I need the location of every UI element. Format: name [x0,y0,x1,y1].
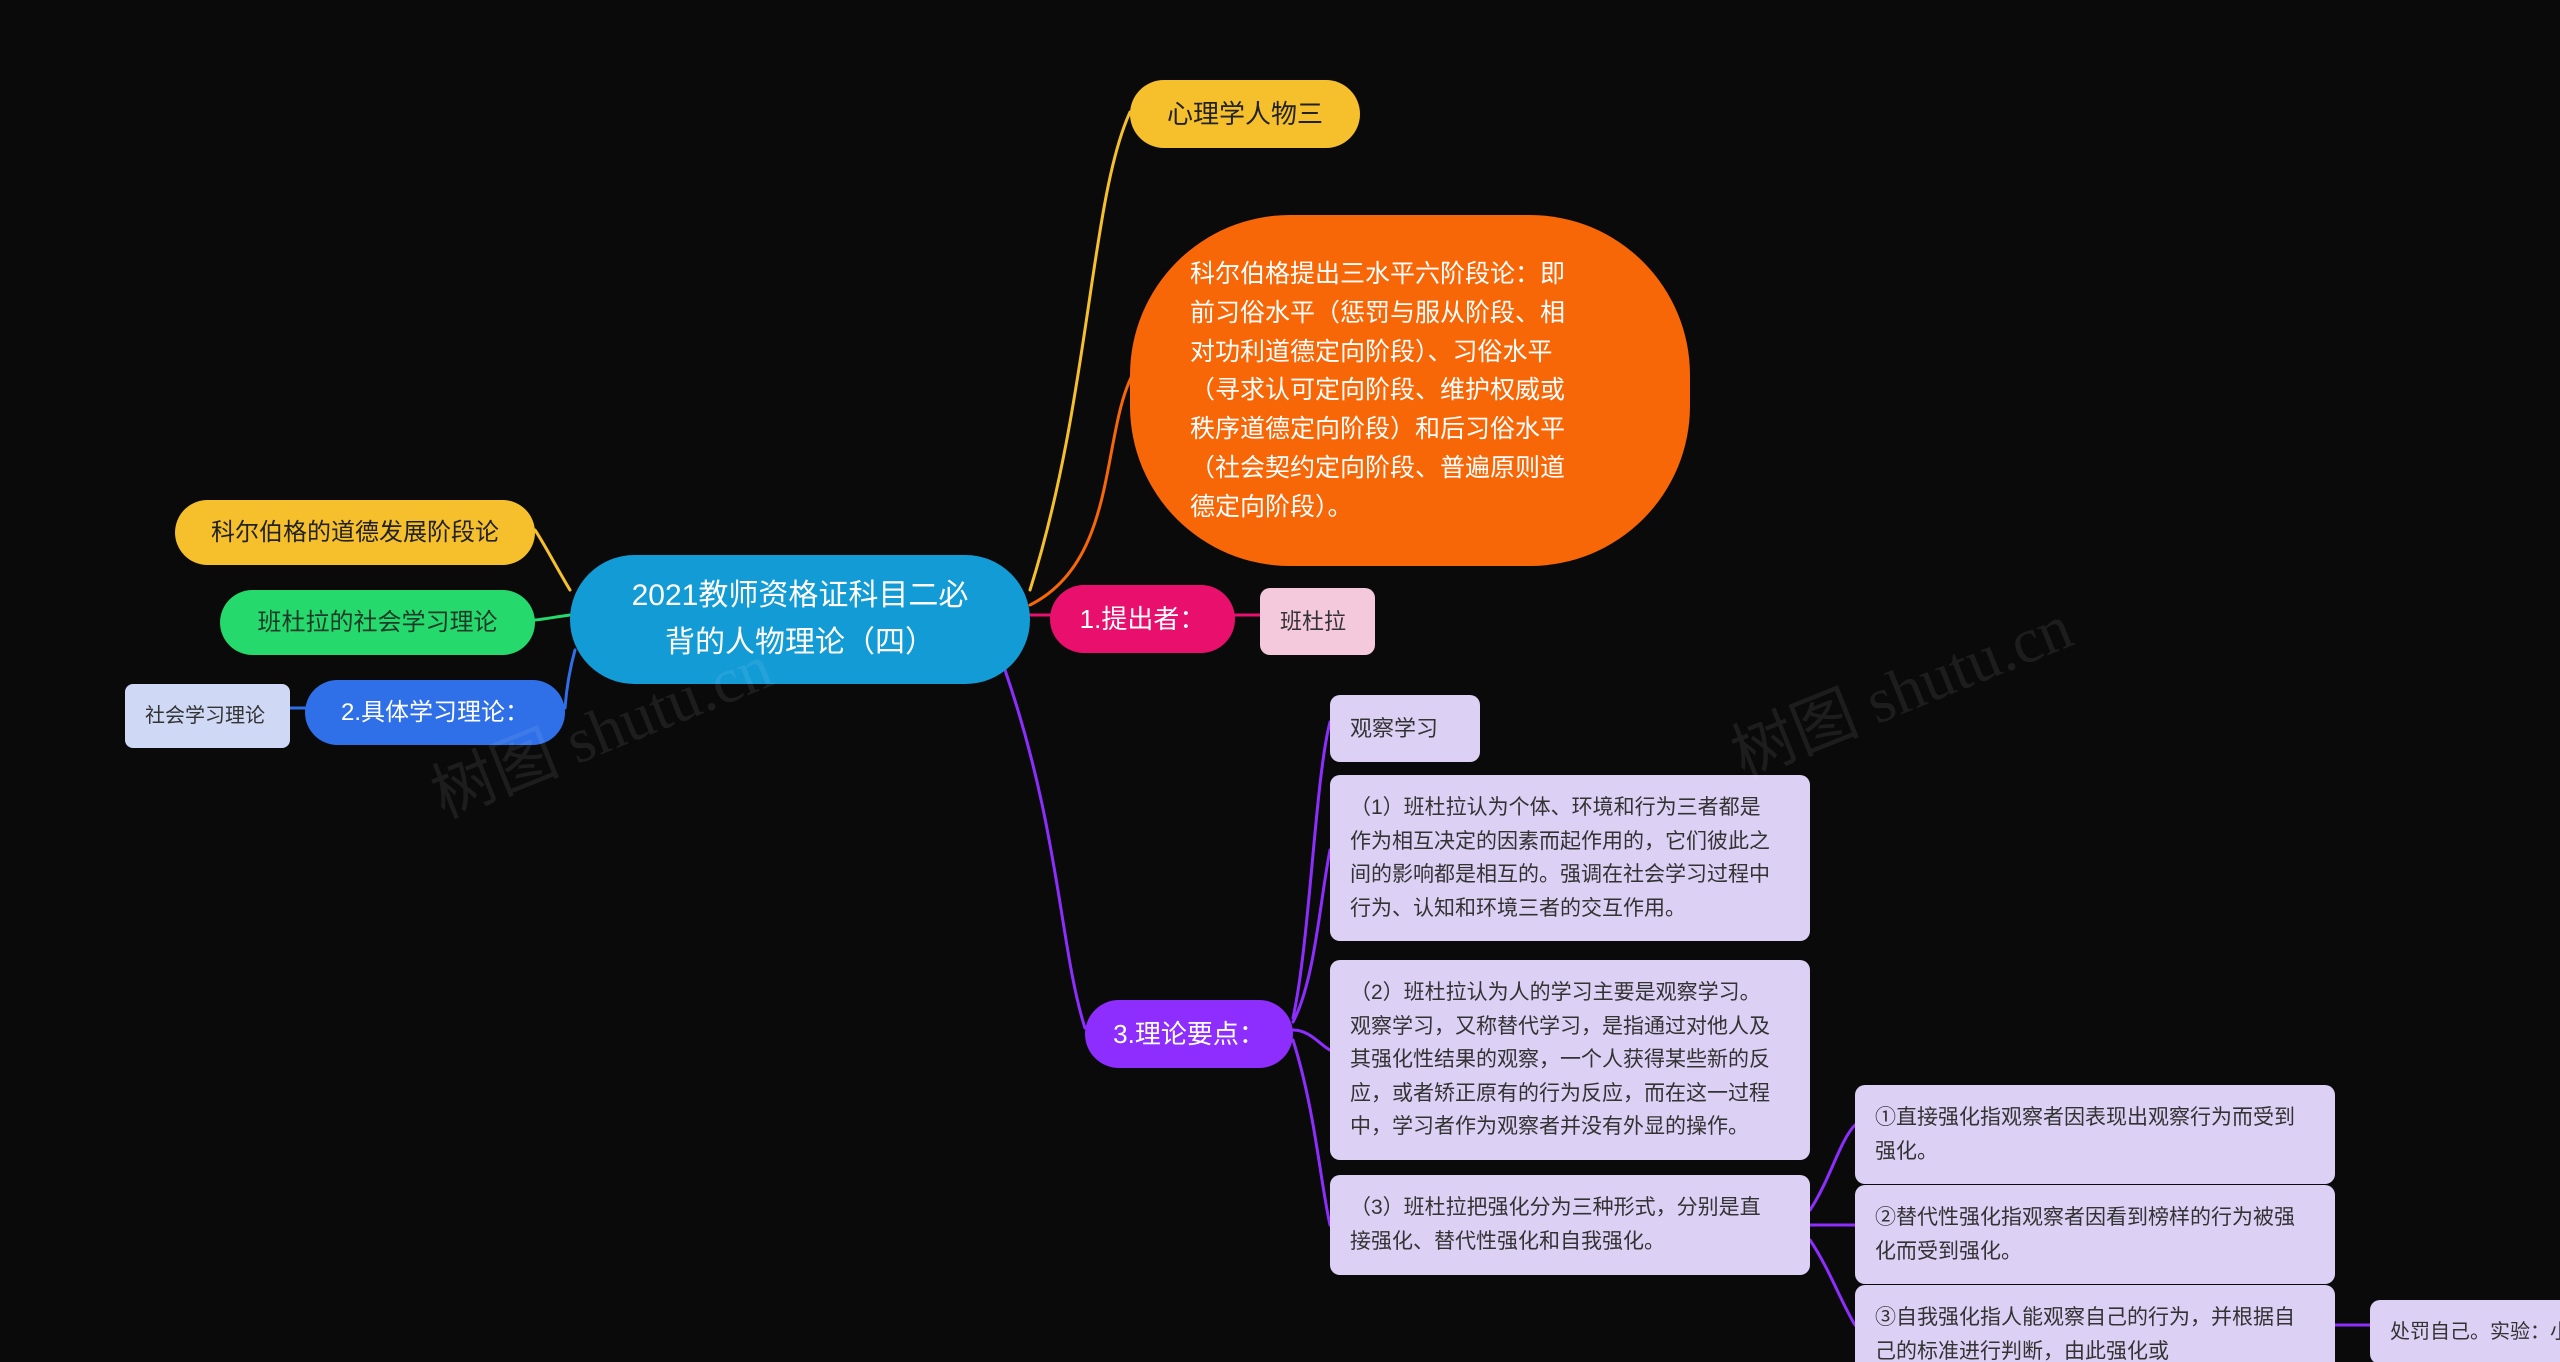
node-label: 处罚自己。实验：小朋友玩偶实验 [2390,1316,2560,1348]
node-label: 科尔伯格的道德发展阶段论 [211,514,499,551]
mindmap-node-nC[interactable]: 1.提出者： [1050,585,1235,653]
node-label: 心理学人物三 [1167,94,1323,134]
node-label: 班杜拉的社会学习理论 [258,604,498,641]
node-label: 2021教师资格证科目二必 背的人物理论（四） [632,573,969,666]
edge [1030,112,1130,590]
mindmap-node-root[interactable]: 2021教师资格证科目二必 背的人物理论（四） [570,555,1030,684]
mindmap-node-nL1[interactable]: 科尔伯格的道德发展阶段论 [175,500,535,565]
mindmap-node-nL3a[interactable]: 社会学习理论 [125,684,290,748]
mindmap-node-nD1[interactable]: 观察学习 [1330,695,1480,762]
node-label: 1.提出者： [1080,599,1206,639]
mindmap-node-nD3[interactable]: （2）班杜拉认为人的学习主要是观察学习。 观察学习，又称替代学习，是指通过对他人… [1330,960,1810,1160]
edge [1005,670,1085,1028]
edge [1810,1125,1855,1210]
node-label: （3）班杜拉把强化分为三种形式，分别是直 接强化、替代性强化和自我强化。 [1350,1191,1761,1258]
mindmap-node-nD4c[interactable]: ③自我强化指人能观察自己的行为，并根据自 己的标准进行判断，由此强化或 [1855,1285,2335,1362]
node-label: 2.具体学习理论： [341,694,529,731]
edge [565,650,575,708]
node-label: （1）班杜拉认为个体、环境和行为三者都是 作为相互决定的因素而起作用的，它们彼此… [1350,791,1770,925]
node-label: 科尔伯格提出三水平六阶段论：即 前习俗水平（惩罚与服从阶段、相 对功利道德定向阶… [1190,255,1565,526]
node-label: （2）班杜拉认为人的学习主要是观察学习。 观察学习，又称替代学习，是指通过对他人… [1350,976,1770,1144]
mindmap-node-nB[interactable]: 科尔伯格提出三水平六阶段论：即 前习俗水平（惩罚与服从阶段、相 对功利道德定向阶… [1130,215,1690,566]
edge [1293,1030,1330,1050]
edge [1293,722,1330,1018]
node-label: ③自我强化指人能观察自己的行为，并根据自 己的标准进行判断，由此强化或 [1875,1301,2295,1362]
edge [535,615,570,620]
mindmap-node-nD4c2[interactable]: 处罚自己。实验：小朋友玩偶实验 [2370,1300,2560,1362]
edge [1293,1040,1330,1225]
node-label: 观察学习 [1350,711,1438,746]
mindmap-node-nD4[interactable]: （3）班杜拉把强化分为三种形式，分别是直 接强化、替代性强化和自我强化。 [1330,1175,1810,1275]
edge [1293,850,1330,1022]
edge [1810,1240,1855,1325]
node-label: ①直接强化指观察者因表现出观察行为而受到 强化。 [1875,1101,2295,1168]
mindmap-node-nD4b[interactable]: ②替代性强化指观察者因看到榜样的行为被强 化而受到强化。 [1855,1185,2335,1284]
node-label: 3.理论要点： [1113,1014,1265,1054]
mindmap-node-nL3[interactable]: 2.具体学习理论： [305,680,565,745]
edge [1030,370,1135,605]
node-label: ②替代性强化指观察者因看到榜样的行为被强 化而受到强化。 [1875,1201,2295,1268]
mindmap-node-nD[interactable]: 3.理论要点： [1085,1000,1293,1068]
node-label: 社会学习理论 [145,700,265,732]
node-label: 班杜拉 [1280,604,1346,639]
mindmap-node-nA[interactable]: 心理学人物三 [1130,80,1360,148]
mindmap-node-nD2[interactable]: （1）班杜拉认为个体、环境和行为三者都是 作为相互决定的因素而起作用的，它们彼此… [1330,775,1810,941]
mindmap-node-nL2[interactable]: 班杜拉的社会学习理论 [220,590,535,655]
mindmap-node-nC1[interactable]: 班杜拉 [1260,588,1375,655]
watermark-text: 树图 shutu.cn [1722,591,2082,791]
mindmap-node-nD4a[interactable]: ①直接强化指观察者因表现出观察行为而受到 强化。 [1855,1085,2335,1184]
edge [535,530,570,590]
watermark: 树图 shutu.cn [1716,576,2083,796]
